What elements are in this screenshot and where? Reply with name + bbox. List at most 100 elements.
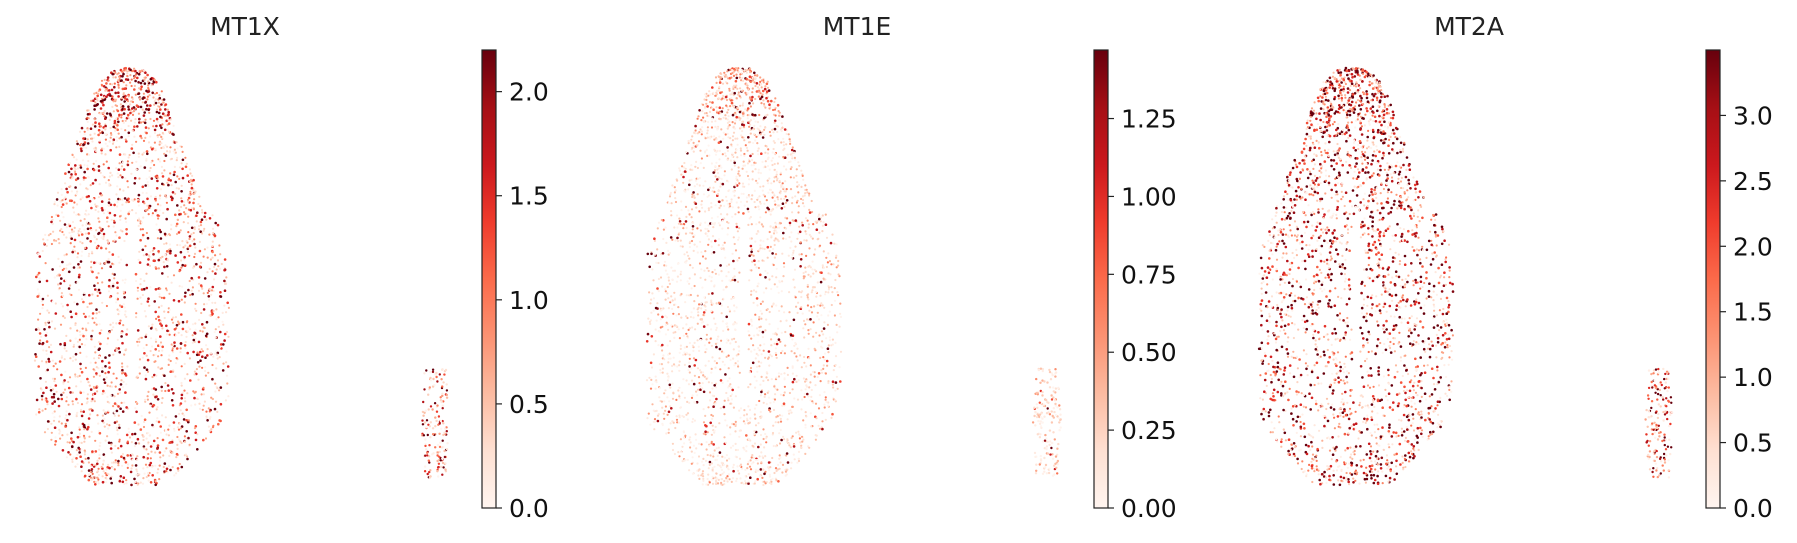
cell-point <box>757 266 760 270</box>
cell-point <box>204 334 208 338</box>
cell-point <box>720 339 723 342</box>
cell-point <box>115 136 118 139</box>
cell-point <box>133 135 136 138</box>
cell-point <box>791 366 794 369</box>
cell-point <box>704 210 707 213</box>
cell-point <box>779 417 782 420</box>
cell-point <box>202 255 205 258</box>
cell-point <box>162 454 165 457</box>
cell-point <box>676 226 679 229</box>
cell-point <box>126 72 129 75</box>
cell-point <box>782 144 785 147</box>
cell-point <box>745 445 748 448</box>
cell-point <box>199 329 202 332</box>
cell-point <box>113 123 116 127</box>
cell-point <box>219 291 222 294</box>
cell-point <box>122 72 125 76</box>
cell-point <box>726 475 729 478</box>
cell-point <box>76 177 80 180</box>
cell-point <box>782 165 786 168</box>
cell-point <box>678 217 681 220</box>
cell-point <box>97 478 100 481</box>
cell-point <box>720 72 723 76</box>
cell-point <box>86 128 89 131</box>
cell-point <box>711 86 714 89</box>
cell-point <box>747 141 751 144</box>
cell-point <box>82 146 85 149</box>
cell-point <box>659 368 662 372</box>
cell-point <box>56 368 59 371</box>
cell-point <box>715 458 718 461</box>
cell-point <box>163 316 166 320</box>
cell-point <box>745 196 748 199</box>
cell-point <box>116 338 119 341</box>
cell-point <box>71 403 75 406</box>
cell-point <box>429 376 432 380</box>
cell-point <box>99 125 102 128</box>
cell-point <box>109 171 112 174</box>
cell-point <box>804 192 807 195</box>
cell-point <box>439 441 442 444</box>
cell-point <box>664 314 667 317</box>
cell-point <box>754 417 757 420</box>
cell-point <box>87 232 91 235</box>
cell-point <box>721 320 724 323</box>
cell-point <box>721 381 724 384</box>
cell-point <box>226 382 229 385</box>
cell-point <box>110 461 114 464</box>
cell-point <box>78 266 81 269</box>
cell-point <box>147 108 150 112</box>
cell-point <box>181 158 185 162</box>
cell-point <box>764 356 767 359</box>
cell-point <box>674 197 677 200</box>
cell-point <box>129 74 132 77</box>
cell-point <box>737 166 740 169</box>
cell-point <box>97 430 101 433</box>
cell-point <box>819 294 822 297</box>
cell-point <box>691 420 694 423</box>
cell-point <box>162 98 166 101</box>
cell-point <box>110 443 113 446</box>
cell-point <box>830 416 833 419</box>
cell-point <box>691 456 694 459</box>
cell-point <box>112 138 116 141</box>
cell-point <box>736 137 739 140</box>
cell-point <box>125 348 128 351</box>
cell-point <box>211 426 215 429</box>
cell-point <box>194 302 197 305</box>
cell-point <box>198 318 201 321</box>
cell-point <box>160 146 163 150</box>
cell-point <box>713 135 716 138</box>
cell-point <box>66 303 69 307</box>
cell-point <box>801 174 804 177</box>
cell-point <box>747 330 750 333</box>
cell-point <box>66 308 69 311</box>
cell-point <box>122 93 125 96</box>
cell-point <box>131 458 134 461</box>
cell-point <box>76 167 80 170</box>
cell-point <box>715 138 718 141</box>
cell-point <box>650 298 653 301</box>
cell-point <box>108 251 111 254</box>
cell-point <box>753 375 756 378</box>
cell-point <box>726 220 729 224</box>
cell-point <box>685 294 688 297</box>
cell-point <box>773 141 776 144</box>
cell-point <box>50 242 54 246</box>
cell-point <box>794 296 797 299</box>
cell-point <box>133 121 136 124</box>
cell-point <box>710 126 714 129</box>
cell-point <box>214 400 218 403</box>
cell-point <box>761 189 764 192</box>
cell-point <box>773 239 776 242</box>
cell-point <box>747 480 750 483</box>
cell-point <box>117 83 120 86</box>
cell-point <box>781 404 784 407</box>
cell-point <box>122 189 125 192</box>
cell-point <box>163 114 166 117</box>
cell-point <box>70 228 74 231</box>
cell-point <box>98 374 101 377</box>
cell-point <box>691 394 694 397</box>
cell-point <box>115 301 118 304</box>
cell-point <box>144 245 147 248</box>
